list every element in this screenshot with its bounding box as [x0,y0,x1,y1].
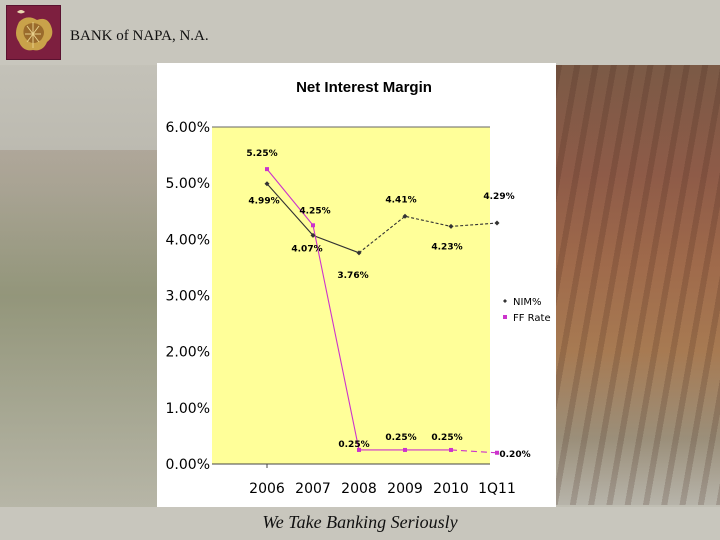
ff-rate-line-dashed [450,449,498,454]
y-tick-label: 4.00% [166,232,210,248]
ff-rate-point [449,447,453,452]
header-band: BANK of NAPA, N.A. [0,0,720,65]
ff-rate-data-label: 0.25% [385,433,416,443]
ff-rate-point [265,167,269,172]
net-interest-margin-chart: Net Interest Margin 0.00% 1.00% 2.00% 3.00%… [166,79,551,497]
ff-rate-data-label: 5.25% [246,149,277,159]
grape-leaf-logo-icon [6,5,61,60]
y-tick-label: 5.00% [166,176,210,192]
vineyard-left-image [0,150,160,510]
bank-name: BANK of NAPA, N.A. [70,28,209,44]
nim-point [448,223,454,229]
ff-rate-data-label: 0.20% [499,450,530,460]
y-tick-label: 6.00% [166,120,210,136]
y-tick-label: 0.00% [166,457,210,473]
nim-point [310,232,316,238]
nim-data-label: 4.07% [291,244,322,254]
legend-ff-rate-label: FF Rate [513,313,551,324]
footer-band [0,507,720,540]
nim-data-label: 4.29% [483,192,514,202]
ff-rate-point [495,450,499,455]
ff-rate-data-label: 0.25% [431,433,462,443]
y-tick-label: 1.00% [166,401,210,417]
legend-nim-marker-icon [503,299,507,303]
ff-rate-point [311,223,315,228]
x-tick-label: 2009 [387,481,423,497]
nim-data-label: 4.99% [248,197,279,207]
nim-data-label: 4.23% [431,242,462,252]
ff-rate-point [357,447,361,452]
nim-point [402,213,408,219]
nim-line-dashed [358,215,498,254]
plot-area [212,127,490,464]
x-tick-label: 1Q11 [478,481,516,497]
ff-rate-data-label: 0.25% [338,440,369,450]
legend-nim-label: NIM% [513,297,542,308]
legend-ff-rate-marker-icon [503,315,507,319]
vineyard-right-image [556,65,720,505]
y-tick-label: 2.00% [166,345,210,361]
x-tick-label: 2007 [295,481,331,497]
ff-rate-data-label: 4.25% [299,206,330,216]
x-tick-label: 2008 [341,481,377,497]
y-tick-label: 3.00% [166,289,210,305]
nim-data-label: 3.76% [337,271,368,281]
nim-data-label: 4.41% [385,195,416,205]
chart-panel: Net Interest Margin 0.00% 1.00% 2.00% 3.00%… [157,63,556,507]
x-tick-label: 2006 [249,481,285,497]
chart-title: Net Interest Margin [296,79,432,96]
nim-point [356,250,362,256]
nim-point [264,181,270,187]
x-tick-label: 2010 [433,481,469,497]
tagline: We Take Banking Seriously [262,512,458,532]
ff-rate-point [403,447,407,452]
nim-point [494,220,500,226]
